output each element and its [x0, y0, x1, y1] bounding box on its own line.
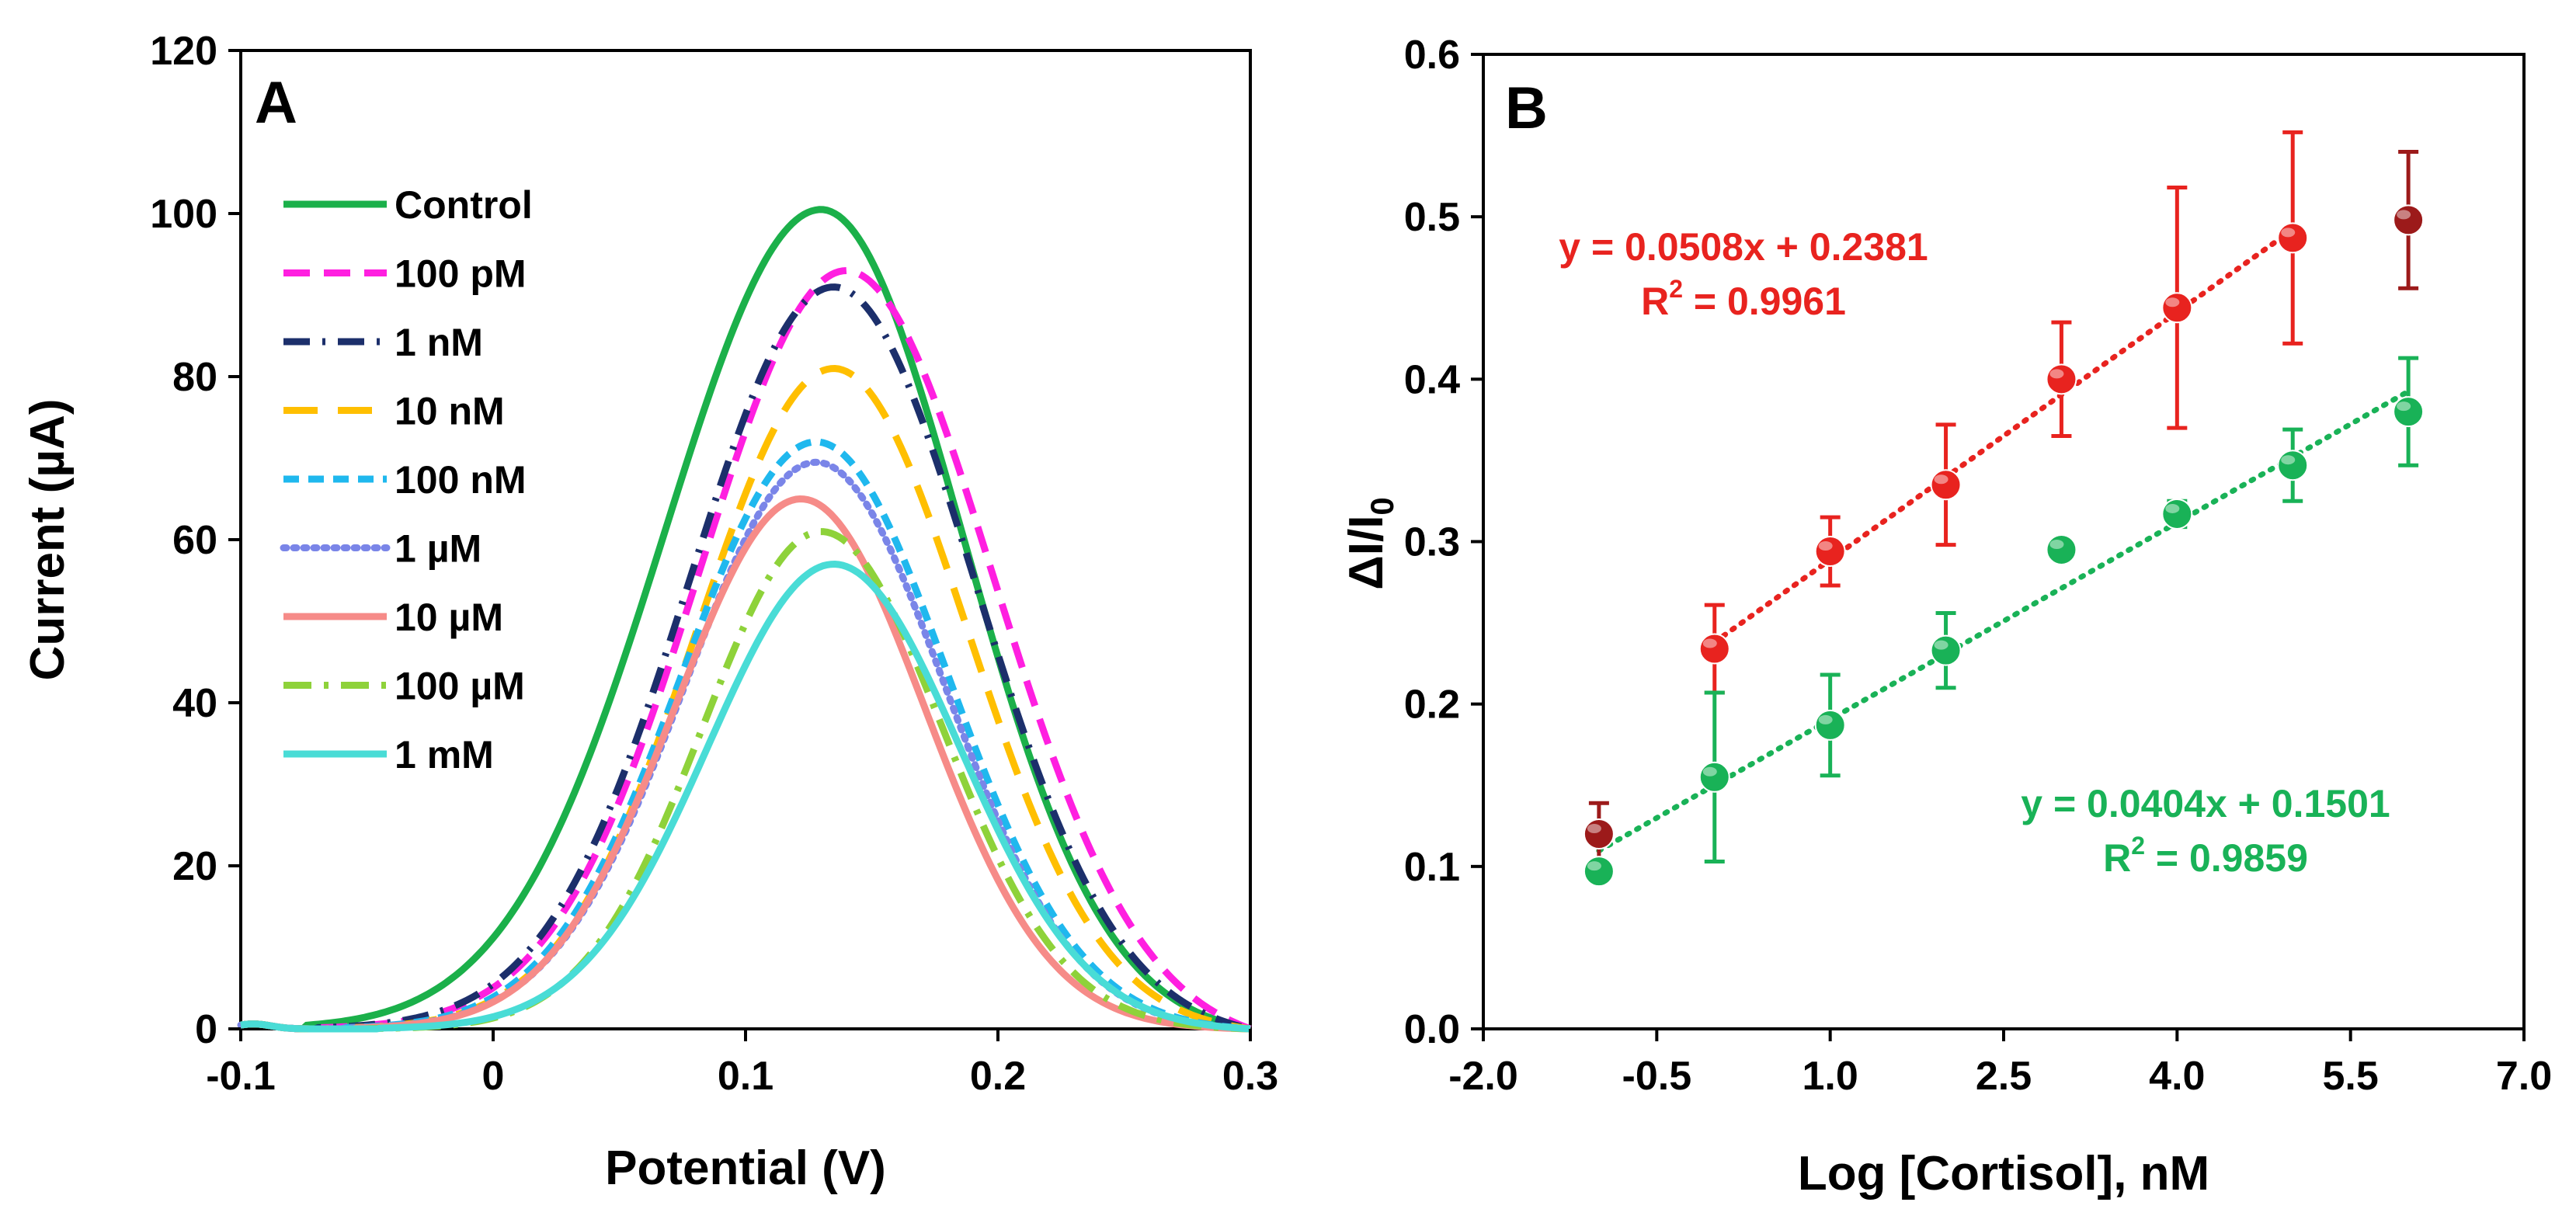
point-highlight: [1934, 474, 1949, 485]
point-highlight: [1934, 640, 1949, 650]
point-highlight: [2281, 455, 2296, 465]
panel-a-x-tick-label: 0.3: [1222, 1054, 1278, 1099]
red-data-point: [2046, 363, 2077, 395]
panel-b-y-tick-label: 0.2: [1404, 683, 1460, 728]
point-highlight: [2281, 228, 2296, 238]
panel-a-y-tick-label: 100: [150, 192, 217, 237]
panel-b-y-tick-label: 0.6: [1404, 33, 1460, 78]
green-data-point: [2393, 396, 2425, 428]
panel-b-y-ticks: 0.0 0.1 0.2 0.3 0.4 0.5 0.6: [1404, 33, 1483, 1052]
point-highlight: [2397, 210, 2411, 220]
panel-b-y-tick-label: 0.0: [1404, 1007, 1460, 1052]
panel-a-y-axis-label: Current (µA): [21, 399, 75, 681]
green-data-point: [2161, 498, 2193, 530]
point-highlight: [2049, 369, 2064, 379]
panel-a-x-tick-label: -0.1: [206, 1054, 276, 1099]
panel-a-y-tick-label: 20: [172, 844, 217, 889]
panel-b-y-axis-label: ΔI/I0: [1340, 497, 1400, 590]
panel-b-x-ticks: -2.0 -0.5 1.0 2.5 4.0 5.5 7.0: [1448, 1029, 2552, 1099]
point-highlight: [1702, 766, 1717, 777]
panel-b-x-tick-label: 1.0: [1803, 1054, 1858, 1099]
point-highlight: [1702, 638, 1717, 648]
point-highlight: [1818, 714, 1833, 724]
red-fit-r2: R2 = 0.9961: [1641, 275, 1846, 323]
panel-b-letter: B: [1505, 75, 1548, 141]
red-data-point: [2161, 292, 2193, 324]
legend-label: 100 nM: [395, 458, 527, 502]
legend-label: 10 nM: [395, 390, 505, 433]
panel-b-x-tick-label: 7.0: [2496, 1054, 2552, 1099]
curve-8: [240, 528, 1251, 1033]
panel-b-y-tick-label: 0.4: [1404, 357, 1460, 402]
point-highlight: [1818, 541, 1833, 551]
legend-label: 100 pM: [395, 252, 527, 296]
red-data-point: [1698, 633, 1730, 665]
curve-9: [240, 560, 1251, 1033]
panel-a: A Control 100 pM 1 nM 10 nM 100 nM 1 µM 10 µM 1…: [21, 29, 1278, 1195]
green-fit-equation: y = 0.0404x + 0.1501: [2021, 782, 2390, 825]
panel-b-y-tick-label: 0.5: [1404, 195, 1460, 240]
panel-a-x-tick-label: 0: [482, 1054, 505, 1099]
panel-a-y-tick-label: 40: [172, 681, 217, 726]
panel-a-x-ticks: -0.1 0 0.1 0.2 0.3: [206, 1029, 1278, 1099]
panel-b-x-tick-label: -0.5: [1622, 1054, 1692, 1099]
panel-a-letter: A: [255, 70, 297, 136]
red-data-point: [1583, 818, 1615, 849]
red-fit-equation: y = 0.0508x + 0.2381: [1559, 225, 1928, 269]
panel-b-x-axis-label: Log [Cortisol], nM: [1798, 1147, 2209, 1200]
green-data-point: [1930, 634, 1962, 666]
curve-7: [240, 495, 1251, 1033]
curve-5: [240, 438, 1251, 1033]
red-data-point: [2277, 222, 2309, 254]
curve-4: [240, 364, 1251, 1033]
curve-1: [240, 206, 1251, 1033]
panel-b-points: [1583, 204, 2425, 888]
green-data-point: [1814, 709, 1846, 741]
panel-b-frame: [1482, 53, 2526, 1030]
panel-b-y-tick-label: 0.1: [1404, 845, 1460, 890]
panel-a-x-tick-label: 0.1: [718, 1054, 773, 1099]
panel-a-y-tick-label: 80: [172, 355, 217, 400]
point-highlight: [1587, 861, 1601, 871]
green-data-point: [2046, 533, 2077, 565]
panel-a-curves: [237, 206, 1254, 1033]
green-data-point: [1583, 856, 1615, 888]
panel-a-x-tick-label: 0.2: [970, 1054, 1026, 1099]
red-fit-line: [1712, 227, 2296, 645]
green-fit-line: [1596, 388, 2411, 854]
panel-a-x-axis-label: Potential (V): [605, 1141, 886, 1195]
red-data-point: [1930, 469, 1962, 501]
panel-a-y-tick-label: 0: [195, 1007, 217, 1052]
green-data-point: [1698, 761, 1730, 793]
curve-3: [240, 283, 1252, 1033]
point-highlight: [1587, 824, 1601, 833]
legend-label: 1 mM: [395, 733, 494, 777]
panel-b-x-tick-label: -2.0: [1448, 1054, 1518, 1099]
legend-label: 100 µM: [395, 665, 525, 708]
panel-b-fit-lines: [1596, 227, 2411, 854]
panel-a-legend: Control 100 pM 1 nM 10 nM 100 nM 1 µM 10 µM 100…: [280, 183, 533, 777]
legend-label: 10 µM: [395, 596, 503, 639]
green-fit-r2: R2 = 0.9859: [2103, 832, 2308, 880]
red-data-point: [2393, 204, 2425, 236]
panel-a-y-tick-label: 60: [172, 518, 217, 563]
panel-b-x-tick-label: 4.0: [2149, 1054, 2205, 1099]
legend-label: 1 nM: [395, 321, 483, 364]
panel-b-x-tick-label: 5.5: [2323, 1054, 2379, 1099]
point-highlight: [2165, 503, 2180, 513]
panel-b-y-tick-label: 0.3: [1404, 520, 1460, 565]
point-highlight: [2397, 401, 2411, 412]
panel-b-x-tick-label: 2.5: [1976, 1054, 2032, 1099]
green-data-point: [2277, 450, 2309, 481]
point-highlight: [2049, 539, 2064, 549]
point-highlight: [2165, 297, 2180, 307]
legend-label: Control: [395, 183, 533, 227]
red-data-point: [1814, 536, 1846, 568]
panel-a-y-ticks: 0 20 40 60 80 100 120: [150, 29, 241, 1052]
panel-b: B -2.0 -0.5 1.0 2.5 4.0 5.5 7.0 0.00.10.20.30.…: [1340, 33, 2552, 1200]
panel-a-y-tick-label: 120: [150, 29, 217, 74]
legend-label: 1 µM: [395, 527, 481, 571]
